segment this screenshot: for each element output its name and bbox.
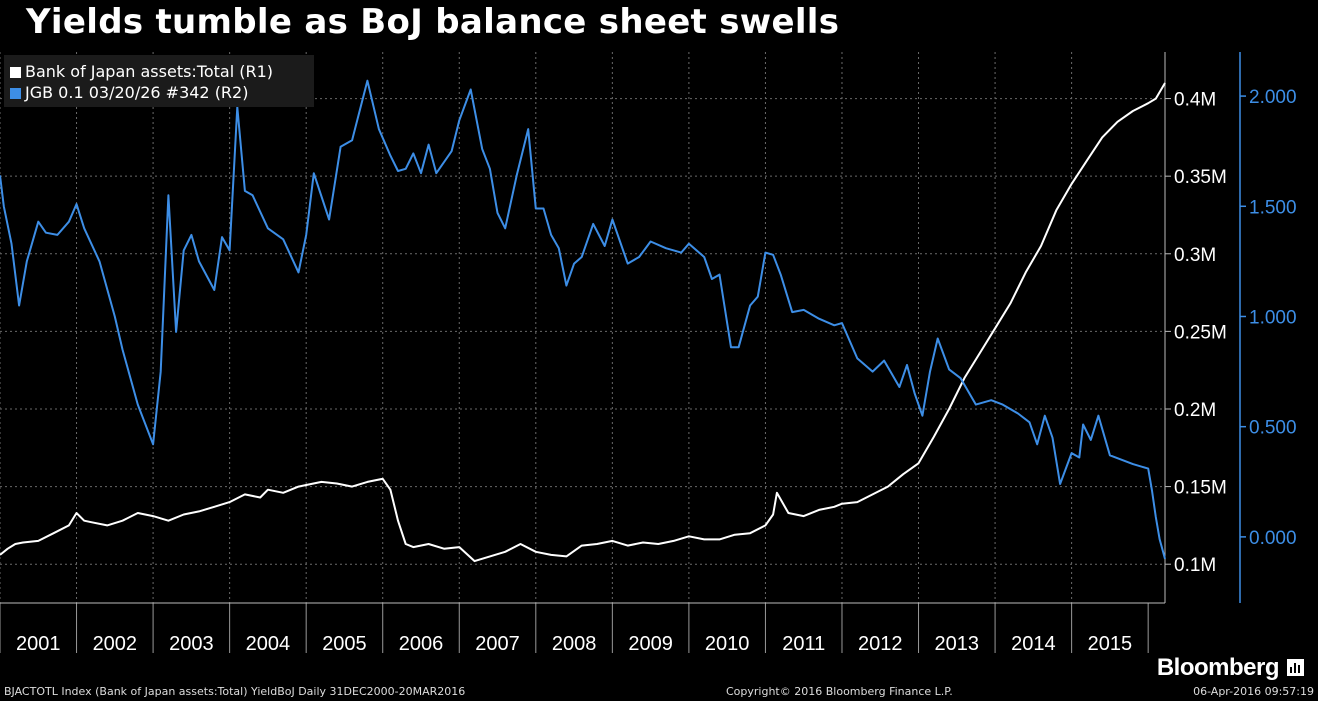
x-axis-tick-label: 2006 [399,633,444,655]
x-axis-ticks: 2001 2002 2003 2004 2005 2006 2007 2008 2009 2010… [16,633,1132,655]
series-line-assets [0,82,1166,563]
x-axis-tick-label: 2009 [628,633,673,655]
left-axis-ticks: 0.1M 0.15M 0.2M 0.25M 0.3M 0.35M 0.4M [1165,90,1227,576]
x-axis-tick-label: 2015 [1088,633,1133,655]
right-axis-ticks: 0.000 0.500 1.000 1.500 2.000 [1240,87,1297,549]
legend-swatch-assets [10,67,21,78]
legend-label-assets: Bank of Japan assets:Total (R1) [25,62,274,81]
x-axis-tick-label: 2004 [246,633,291,655]
x-axis-tick-label: 2014 [1011,633,1056,655]
x-axis-separators [0,603,1149,653]
legend-item-assets: Bank of Japan assets:Total (R1) [10,62,273,81]
legend-swatch-yield [10,88,21,99]
right-axis-tick-label: 1.000 [1249,307,1297,328]
x-axis-tick-label: 2008 [552,633,597,655]
right-axis-tick-label: 0.500 [1249,418,1297,439]
footer-source: BJACTOTL Index (Bank of Japan assets:Tot… [4,685,466,698]
right-axis-tick-label: 1.500 [1249,197,1297,218]
footer-copyright: Copyright© 2016 Bloomberg Finance L.P. [726,685,953,698]
axes [0,52,1241,604]
right-axis-tick-label: 2.000 [1249,87,1297,108]
left-axis-tick-label: 0.35M [1174,167,1227,188]
left-axis-tick-label: 0.15M [1174,478,1227,499]
left-axis-tick-label: 0.3M [1174,245,1216,266]
brand-name: Bloomberg [1156,654,1280,681]
series-lines [0,79,1166,563]
x-axis-tick-label: 2005 [322,633,367,655]
left-axis-tick-label: 0.1M [1174,555,1216,576]
legend-label-yield: JGB 0.1 03/20/26 #342 (R2) [25,83,249,102]
legend: Bank of Japan assets:Total (R1) JGB 0.1 … [4,55,314,107]
left-axis-tick-label: 0.2M [1174,400,1216,421]
x-axis-tick-label: 2011 [782,633,825,655]
bloomberg-terminal-icon [1287,659,1304,676]
x-axis-tick-label: 2003 [169,633,214,655]
x-axis-tick-label: 2012 [858,633,903,655]
footer-timestamp: 06-Apr-2016 09:57:19 [1193,685,1314,698]
x-axis-tick-label: 2013 [935,633,980,655]
gridlines [0,52,1165,603]
chart-title: Yields tumble as BoJ balance sheet swell… [26,2,840,42]
left-axis-tick-label: 0.4M [1174,90,1216,111]
series-line-yield [0,79,1166,560]
right-axis-tick-label: 0.000 [1249,528,1297,549]
x-axis-tick-label: 2002 [93,633,138,655]
x-axis-tick-label: 2007 [475,633,520,655]
left-axis-tick-label: 0.25M [1174,322,1227,343]
x-axis-tick-label: 2010 [705,633,750,655]
x-axis-tick-label: 2001 [16,633,61,655]
bloomberg-logo: Bloomberg [1157,654,1304,682]
legend-item-yield: JGB 0.1 03/20/26 #342 (R2) [10,83,248,102]
